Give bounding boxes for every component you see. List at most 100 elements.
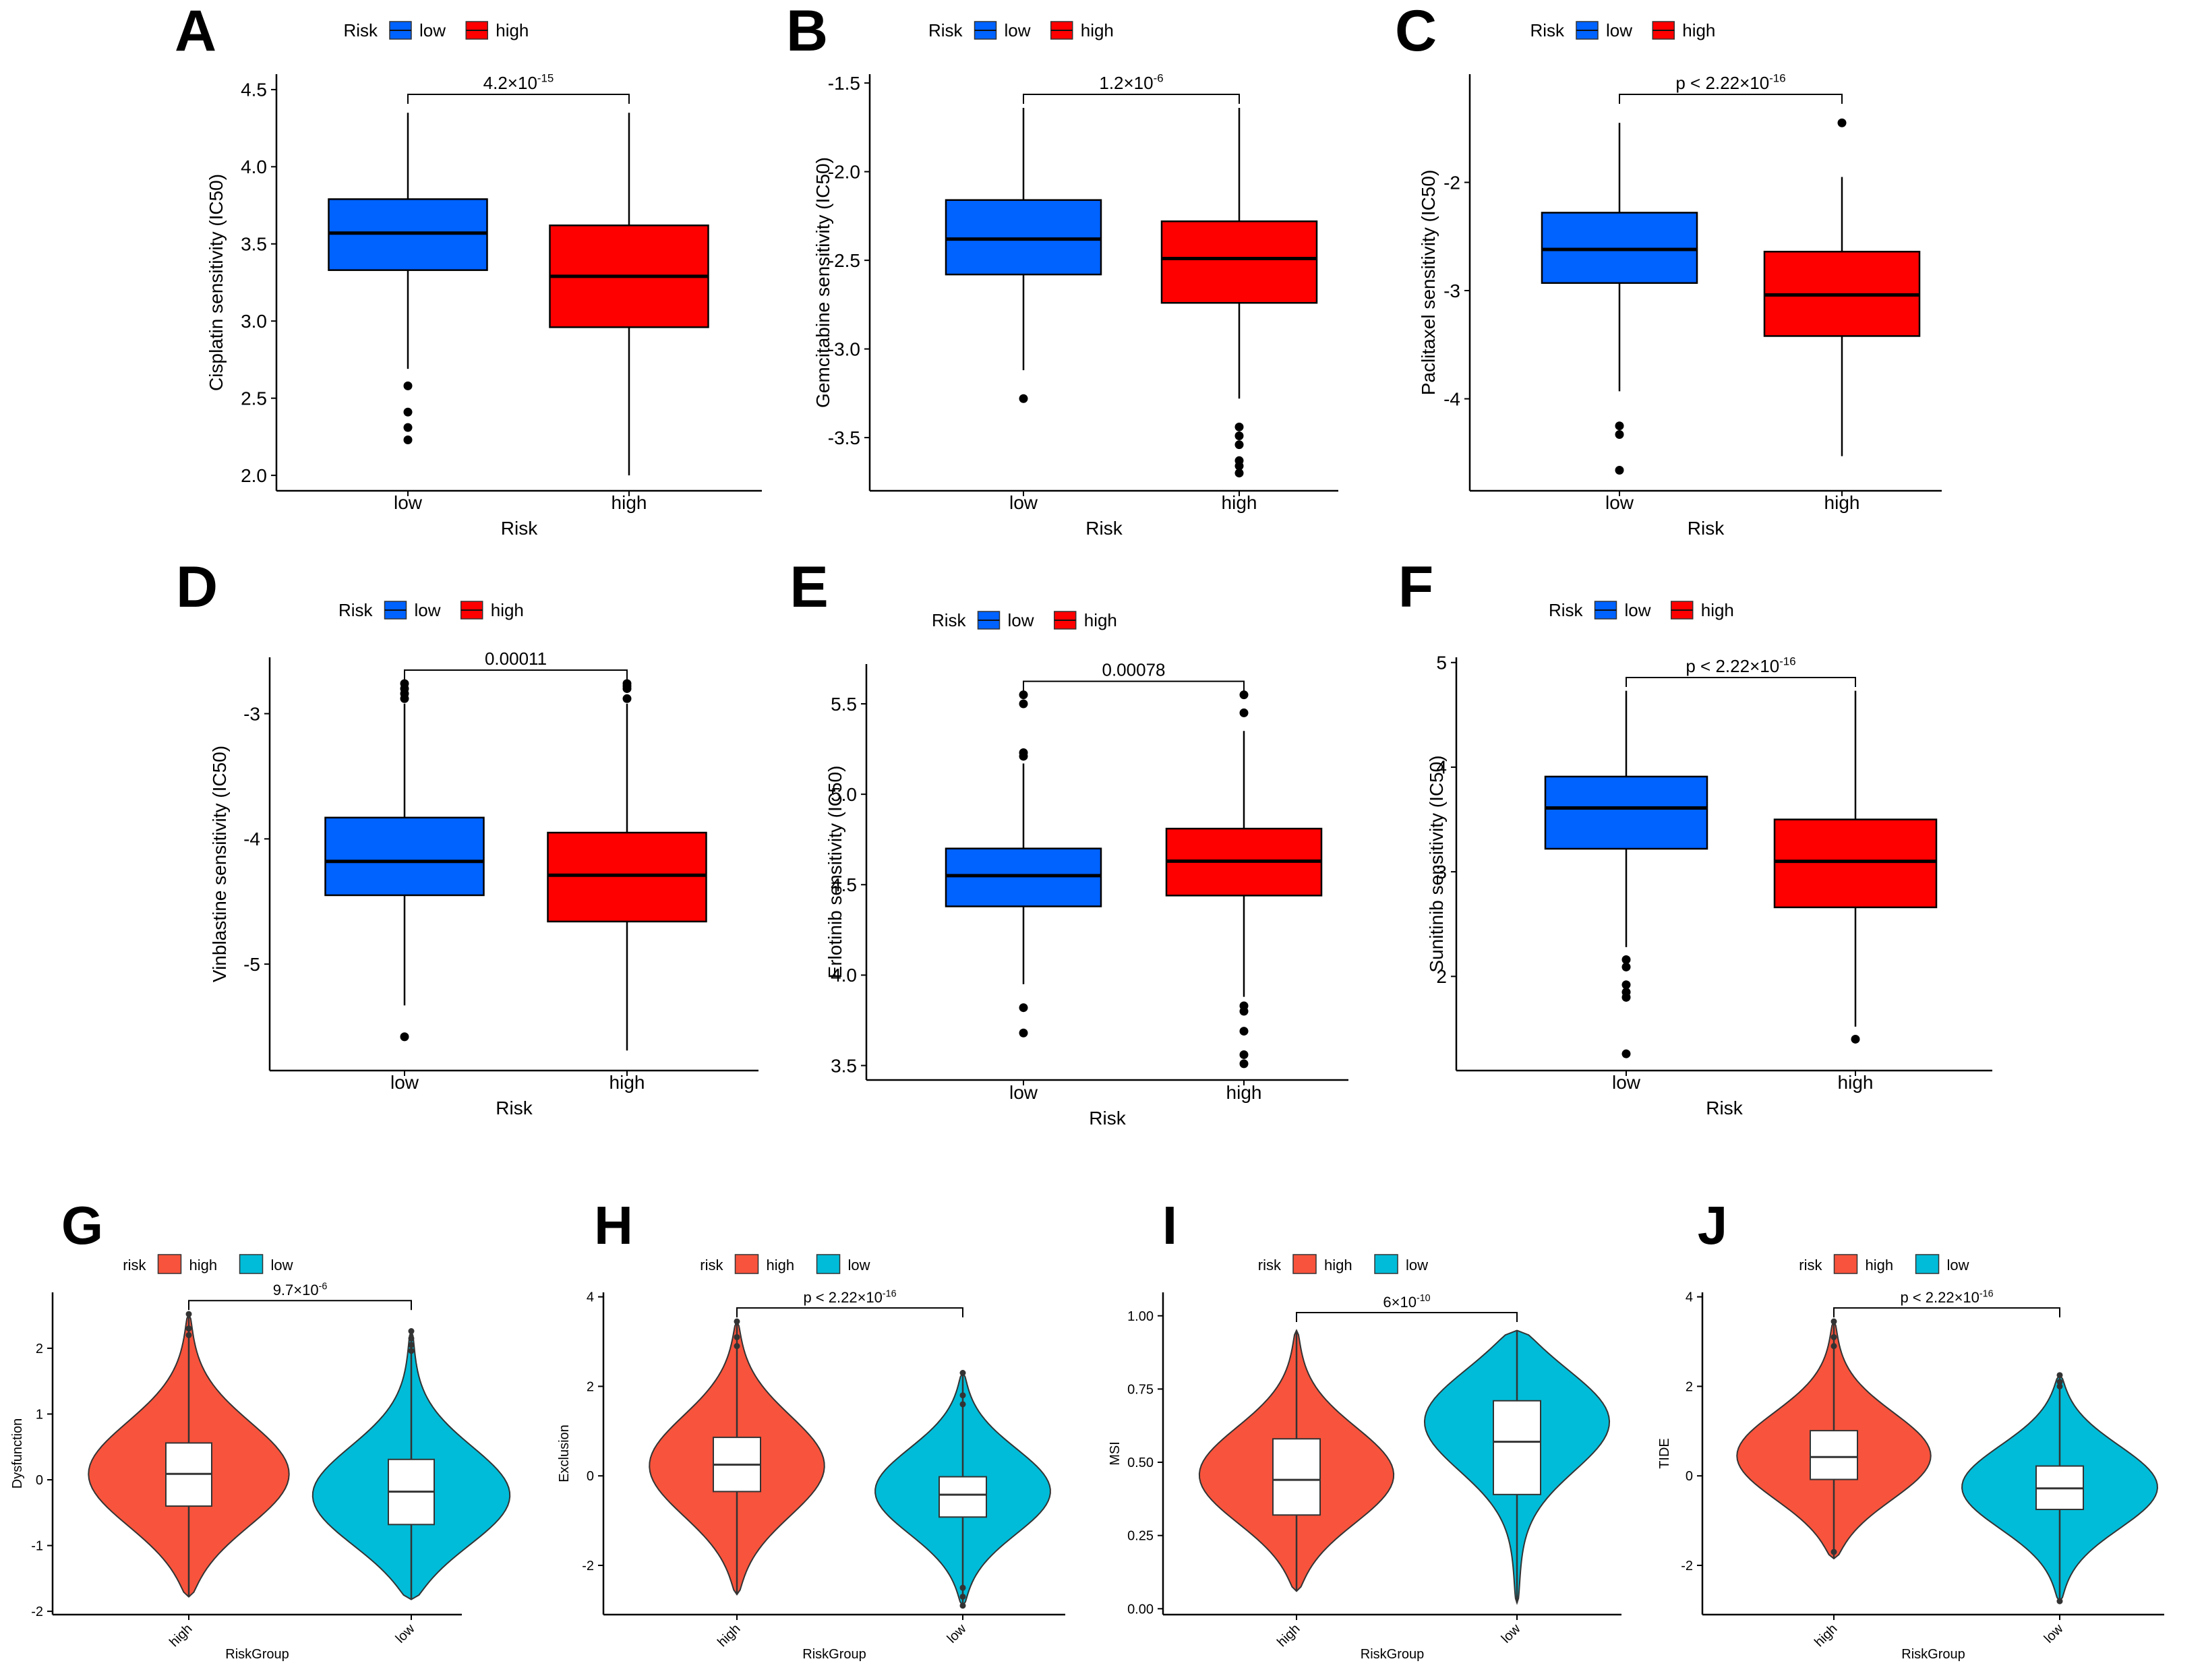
x-tick-label: high [1838, 1072, 1874, 1093]
y-tick-label: -4 [243, 829, 260, 849]
outlier-point [1621, 992, 1631, 1002]
outlier-point [1019, 394, 1028, 403]
outlier-point [185, 1311, 192, 1317]
outlier-point [1239, 1007, 1249, 1016]
outlier-point [1830, 1333, 1837, 1340]
x-axis-title: Risk [1089, 1108, 1126, 1129]
outlier-point [1615, 421, 1624, 431]
box-high [547, 679, 707, 1051]
outlier-point [2056, 1383, 2063, 1389]
outlier-point [1615, 430, 1624, 440]
y-tick-label: 0.00 [1127, 1602, 1154, 1617]
outlier-point [1019, 690, 1028, 700]
chart-panel-a: A Risk low high 2.0 2.5 3.0 3.5 4.0 4.5 Cisplatin … [175, 0, 762, 539]
p-value-base: 0.00011 [485, 649, 547, 669]
significance-bracket: 6×10-10 [1296, 1293, 1518, 1322]
x-tick-label: low [1612, 1072, 1641, 1093]
legend-title: risk [1799, 1257, 1822, 1273]
p-value-base: 0.00078 [1102, 660, 1166, 680]
significance-bracket: 0.00011 [404, 649, 628, 680]
violin-high [1736, 1318, 1932, 1560]
x-tick-label: high [1222, 492, 1257, 513]
outlier-point [1239, 1059, 1249, 1069]
y-tick-label: 2 [587, 1379, 594, 1394]
y-tick-label: -5 [243, 954, 260, 975]
y-tick-label: 5 [1436, 653, 1447, 673]
p-value-label: 1.2×10-6 [1099, 72, 1163, 93]
p-value-label: p < 2.22×10-16 [1675, 72, 1785, 93]
x-axis-title: RiskGroup [1901, 1647, 1965, 1662]
y-tick-label: -3 [1443, 280, 1460, 301]
legend: risk high low [1799, 1254, 1969, 1274]
p-value-exponent: -16 [1779, 655, 1795, 668]
legend: Risk low high [932, 610, 1117, 630]
y-tick-label: -2 [1443, 172, 1460, 193]
outlier-point [959, 1584, 966, 1591]
legend-label-low: low [1406, 1257, 1428, 1273]
p-value-base: p < 2.22×10 [1900, 1289, 1979, 1306]
p-value-base: p < 2.22×10 [803, 1289, 882, 1306]
y-tick-label: 2 [1436, 966, 1447, 987]
y-tick-label: -2.5 [828, 250, 860, 271]
legend-title: Risk [343, 20, 378, 40]
panel-label: H [594, 1195, 633, 1255]
y-axis-title: Vinblastine sensitivity (IC50) [209, 746, 230, 982]
y-tick-label: -2 [582, 1559, 594, 1573]
p-value-label: p < 2.22×10-16 [803, 1288, 896, 1306]
legend-label-low: low [419, 20, 446, 40]
legend-label-high: high [1866, 1257, 1894, 1273]
legend-key-high [157, 1254, 182, 1274]
outlier-point [734, 1333, 740, 1340]
violin-box [1493, 1400, 1541, 1495]
y-axis-title: Erlotinib sensitivity (IC50) [825, 766, 845, 979]
outlier-point [2056, 1379, 2063, 1385]
legend-key-low [816, 1254, 841, 1274]
x-tick-label: low [945, 1621, 970, 1646]
legend: Risk low high [1549, 600, 1734, 620]
outlier-point [403, 381, 413, 390]
outlier-point [408, 1335, 415, 1342]
x-tick-label: high [715, 1621, 743, 1650]
outlier-point [2056, 1598, 2063, 1604]
legend-title: risk [700, 1257, 723, 1273]
x-axis-title: Risk [1706, 1098, 1743, 1118]
x-axis-title: Risk [501, 518, 538, 539]
y-tick-label: 4.0 [831, 965, 857, 986]
y-tick-label: 0.25 [1127, 1529, 1154, 1544]
y-tick-label: -2 [31, 1604, 43, 1619]
y-tick-label: 2 [1686, 1379, 1693, 1394]
box-low [328, 113, 488, 444]
panel-label: B [786, 0, 828, 63]
p-value-exponent: -6 [1154, 72, 1164, 85]
outlier-point [408, 1342, 415, 1348]
p-value-base: 1.2×10 [1099, 73, 1153, 93]
violin-low [1423, 1329, 1611, 1605]
y-tick-label: -1 [31, 1539, 43, 1554]
legend-label-low: low [1947, 1257, 1969, 1273]
x-axis-title: Risk [1085, 518, 1123, 539]
p-value-base: 9.7×10 [273, 1282, 319, 1298]
legend-label-high: high [1084, 610, 1117, 630]
legend-key-high [1833, 1254, 1858, 1274]
x-tick-label: high [612, 492, 647, 513]
y-tick-label: -3.0 [828, 338, 860, 359]
legend-title: risk [123, 1257, 146, 1273]
outlier-point [959, 1593, 966, 1600]
outlier-point [408, 1328, 415, 1335]
legend-label-high: high [496, 20, 529, 40]
legend: risk high low [1258, 1254, 1428, 1274]
y-axis-title: Gemcitabine sensitivity (IC50) [812, 157, 833, 408]
legend-title: risk [1258, 1257, 1282, 1273]
legend-label-high: high [1324, 1257, 1352, 1273]
legend: Risk low high [928, 20, 1114, 40]
x-axis-title: RiskGroup [225, 1647, 289, 1662]
legend-title: Risk [1530, 20, 1565, 40]
box-iqr [547, 831, 707, 923]
legend-key-high [1292, 1254, 1317, 1274]
outlier-point [1019, 699, 1028, 709]
box-iqr [1160, 220, 1318, 304]
outlier-point [185, 1331, 192, 1338]
